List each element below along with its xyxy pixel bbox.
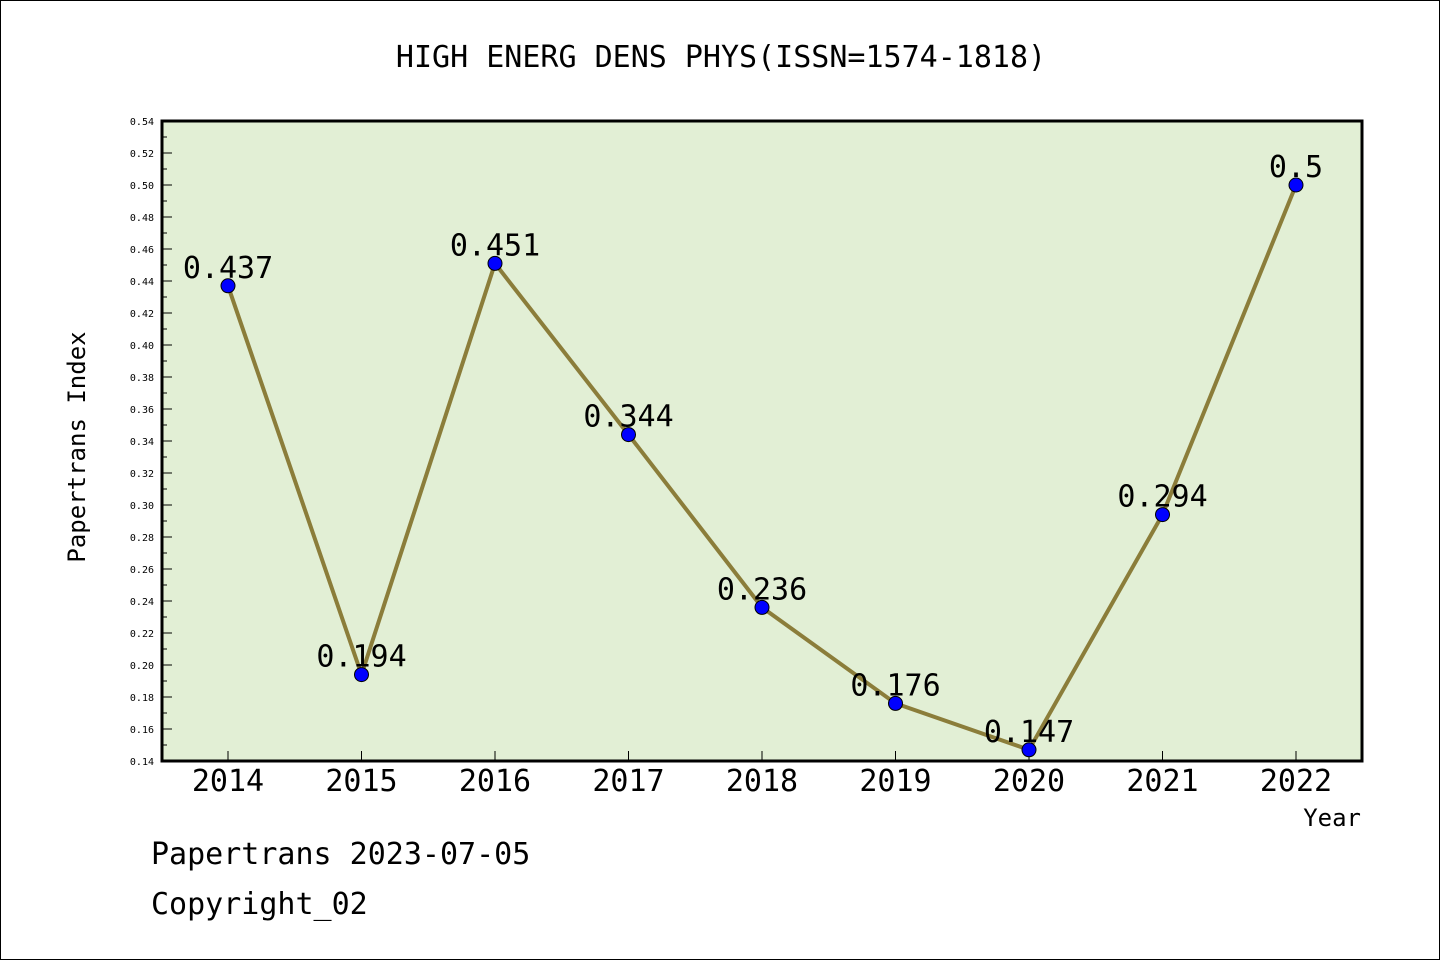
- data-label: 0.294: [1117, 480, 1207, 515]
- x-tick-label: 2019: [859, 764, 931, 799]
- y-tick-label: 0.50: [130, 181, 154, 192]
- data-label: 0.147: [984, 715, 1074, 750]
- x-tick-label: 2017: [592, 764, 664, 799]
- y-tick-label: 0.30: [130, 501, 154, 512]
- data-point-marker: [1288, 177, 1304, 193]
- y-tick-label: 0.34: [130, 437, 154, 448]
- x-tick-label: 2021: [1126, 764, 1198, 799]
- data-label: 0.344: [583, 400, 673, 435]
- y-tick-label: 0.38: [130, 373, 154, 384]
- y-tick-label: 0.24: [130, 597, 154, 608]
- x-axis-ticks: 2014 2015 2016 2017 2018 2019 2020 2021 2022: [192, 751, 1332, 799]
- x-axis-title: Year: [1303, 804, 1361, 832]
- data-label: 0.437: [183, 251, 273, 286]
- y-tick-label: 0.22: [130, 629, 154, 640]
- plot-area: [160, 119, 1364, 763]
- y-tick-label: 0.42: [130, 309, 154, 320]
- data-point-marker: [487, 255, 503, 271]
- footer-date: Papertrans 2023-07-05: [151, 837, 531, 872]
- data-label: 0.5: [1269, 150, 1323, 185]
- data-point-marker: [754, 599, 770, 615]
- data-point-marker: [1155, 507, 1170, 523]
- y-tick-label: 0.20: [130, 661, 154, 672]
- y-tick-label: 0.54: [130, 117, 154, 128]
- x-tick-label: 2014: [192, 764, 264, 799]
- y-tick-label: 0.52: [130, 149, 154, 160]
- data-point-marker: [354, 667, 369, 683]
- y-tick-label: 0.26: [130, 565, 154, 576]
- footer-copyright: Copyright_02: [151, 887, 368, 922]
- x-tick-label: 2016: [459, 764, 531, 799]
- x-tick-label: 2015: [325, 764, 397, 799]
- data-point-marker: [621, 427, 636, 443]
- data-labels: 0.437 0.194 0.451 0.344 0.236 0.176 0.147 0.294…: [183, 150, 1323, 750]
- x-tick-label: 2022: [1260, 764, 1332, 799]
- data-label: 0.451: [450, 228, 540, 263]
- y-tick-label: 0.40: [130, 341, 154, 352]
- y-tick-label: 0.32: [130, 469, 154, 480]
- data-label: 0.176: [850, 668, 940, 703]
- data-point-marker: [220, 278, 236, 294]
- y-tick-label: 0.14: [130, 757, 154, 768]
- y-axis-ticks: 0.14 0.16 0.18 0.20 0.22 0.24 0.26 0.28 0.30 0.32…: [130, 117, 172, 768]
- data-point-marker: [1021, 742, 1037, 758]
- x-tick-label: 2018: [726, 764, 798, 799]
- chart-title: HIGH ENERG DENS PHYS(ISSN=1574-1818): [396, 40, 1046, 75]
- data-label: 0.236: [717, 572, 807, 607]
- y-tick-label: 0.28: [130, 533, 154, 544]
- y-tick-label: 0.16: [130, 725, 154, 736]
- data-markers: [220, 177, 1304, 758]
- y-tick-label: 0.44: [130, 277, 154, 288]
- data-label: 0.194: [316, 640, 406, 675]
- y-tick-label: 0.46: [130, 245, 154, 256]
- y-tick-label: 0.48: [130, 213, 154, 224]
- data-point-marker: [888, 695, 903, 711]
- y-tick-label: 0.36: [130, 405, 154, 416]
- y-tick-label: 0.18: [130, 693, 154, 704]
- y-axis-title: Papertrans Index: [63, 331, 91, 562]
- x-tick-label: 2020: [993, 764, 1065, 799]
